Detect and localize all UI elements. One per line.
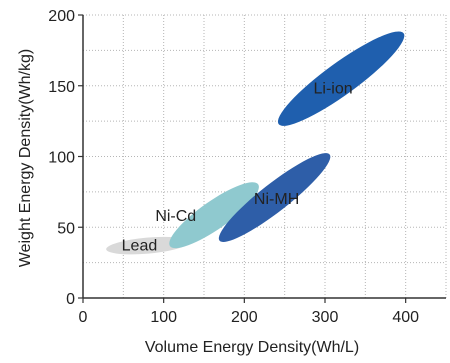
battery-regions	[106, 31, 405, 255]
x-tick-label: 400	[392, 309, 419, 326]
axes	[78, 14, 446, 303]
region-ni-cd	[169, 182, 259, 249]
grid	[83, 14, 447, 298]
y-tick-label: 200	[48, 8, 75, 25]
label-lead: Lead	[122, 238, 158, 255]
x-tick-label: 200	[231, 309, 258, 326]
x-tick-label: 300	[312, 309, 339, 326]
label-ni-mh: Ni-MH	[254, 191, 299, 208]
x-tick-label: 100	[150, 309, 177, 326]
y-tick-label: 150	[48, 79, 75, 96]
tick-labels: 0 100 200 300 400 0 50 100 150 200	[48, 8, 419, 326]
region-ni-mh	[218, 153, 331, 242]
x-tick-label: 0	[79, 309, 88, 326]
battery-labels: Lead Ni-Cd Ni-MH Li-ion	[122, 81, 353, 255]
y-tick-label: 100	[48, 150, 75, 167]
y-tick-label: 0	[66, 291, 75, 308]
y-tick-label: 50	[57, 220, 75, 237]
x-axis-label: Volume Energy Density(Wh/L)	[145, 339, 359, 356]
region-li-ion	[277, 31, 405, 126]
label-ni-cd: Ni-Cd	[155, 208, 196, 225]
region-lead	[106, 236, 189, 255]
label-li-ion: Li-ion	[313, 81, 352, 98]
y-axis-label: Weight Energy Density(Wh/kg)	[17, 49, 34, 267]
